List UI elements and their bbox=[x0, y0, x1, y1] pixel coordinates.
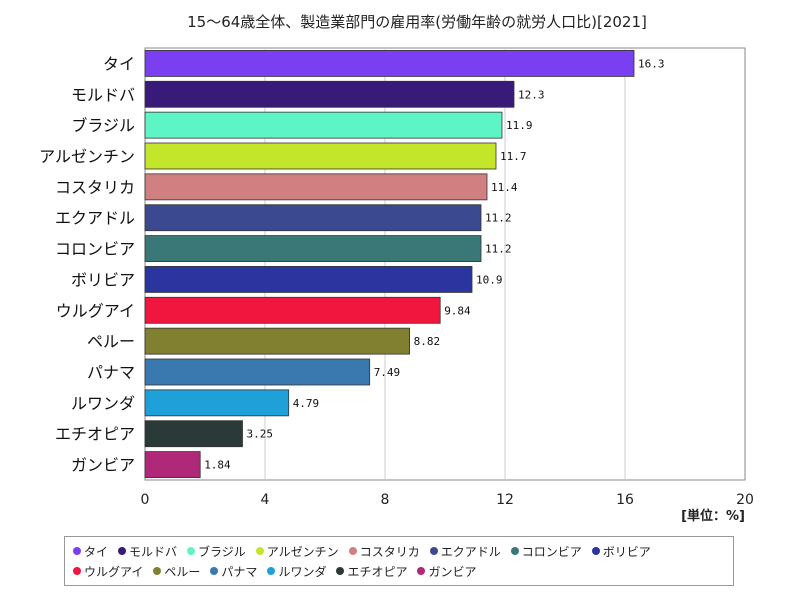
legend-item: アルゼンチン bbox=[255, 541, 339, 561]
legend-swatch bbox=[73, 567, 81, 575]
value-label: 16.3 bbox=[638, 57, 665, 70]
legend-item: ルワンダ bbox=[267, 561, 326, 581]
category-label: コスタリカ bbox=[55, 178, 135, 197]
legend-item: コスタリカ bbox=[348, 541, 420, 561]
legend-item: ブラジル bbox=[187, 541, 246, 561]
legend-swatch bbox=[336, 567, 345, 575]
category-label: ボリビア bbox=[71, 270, 135, 289]
legend-label: ウルグアイ bbox=[84, 564, 144, 579]
value-label: 3.25 bbox=[247, 428, 274, 441]
category-label: コロンビア bbox=[55, 240, 135, 259]
category-label: パナマ bbox=[87, 363, 135, 382]
legend-item: モルドバ bbox=[118, 541, 177, 561]
legend-label: エチオピア bbox=[347, 564, 408, 579]
legend-label: パナマ bbox=[221, 564, 258, 579]
legend: タイ モルドバ ブラジル アルゼンチン コスタリカ エクアドル コロンビア ボリビアウルグアイ… bbox=[64, 536, 734, 586]
legend-label: ペルー bbox=[164, 564, 201, 579]
legend-swatch bbox=[417, 567, 426, 575]
legend-label: コスタリカ bbox=[359, 544, 420, 559]
bar bbox=[144, 451, 201, 478]
legend-swatch bbox=[210, 567, 219, 575]
bar bbox=[144, 142, 497, 170]
bar bbox=[144, 296, 441, 324]
legend-swatch bbox=[118, 547, 127, 555]
legend-item: ボリビア bbox=[591, 541, 651, 561]
x-tick-label: 0 bbox=[141, 492, 150, 508]
chart-title: 15～64歳全体、製造業部門の雇用率(労働年齢の就労人口比)[2021] bbox=[187, 13, 647, 31]
legend-label: タイ bbox=[84, 544, 109, 559]
legend-label: ガンビア bbox=[428, 564, 477, 579]
bar bbox=[144, 420, 243, 448]
x-tick-label: 12 bbox=[496, 492, 514, 508]
bar bbox=[144, 111, 503, 139]
value-label: 12.3 bbox=[518, 88, 545, 101]
legend-item: エクアドル bbox=[429, 541, 501, 561]
value-label: 4.79 bbox=[293, 397, 320, 410]
legend-item: タイ bbox=[73, 541, 108, 561]
x-tick-label: 16 bbox=[616, 492, 634, 508]
bar bbox=[144, 266, 473, 293]
legend-swatch bbox=[429, 547, 438, 555]
legend-item: コロンビア bbox=[510, 541, 582, 561]
category-label: ブラジル bbox=[71, 116, 135, 135]
x-tick-label: 8 bbox=[381, 492, 390, 508]
value-label: 11.2 bbox=[485, 243, 512, 256]
unit-label: [単位：%] bbox=[681, 508, 745, 524]
legend-swatch bbox=[187, 547, 196, 555]
value-label: 9.84 bbox=[444, 304, 471, 317]
category-label: エチオピア bbox=[55, 425, 135, 444]
plot-area: 0 4 8 12 16 20 タイ 16.3 モルドバ 12.3 ブラジル 11.9 アルゼンチン 11.… bbox=[39, 47, 754, 508]
legend-item: エチオピア bbox=[336, 561, 407, 581]
category-label: ルワンダ bbox=[71, 394, 135, 413]
legend-item: ガンビア bbox=[417, 561, 476, 581]
legend-swatch bbox=[153, 567, 162, 575]
value-label: 8.82 bbox=[414, 335, 441, 348]
legend-label: コロンビア bbox=[521, 544, 582, 559]
value-label: 11.7 bbox=[500, 150, 527, 163]
value-label: 7.49 bbox=[374, 366, 401, 379]
bar bbox=[144, 235, 482, 262]
legend-item: ウルグアイ bbox=[73, 561, 143, 581]
bar bbox=[144, 327, 411, 355]
legend-label: ブラジル bbox=[198, 544, 246, 559]
legend-item: ペルー bbox=[153, 561, 200, 581]
legend-swatch bbox=[267, 567, 276, 575]
bar bbox=[144, 80, 515, 108]
category-label: タイ bbox=[103, 54, 135, 73]
category-label: モルドバ bbox=[71, 85, 135, 104]
legend-swatch bbox=[348, 547, 357, 555]
category-label: ペルー bbox=[87, 332, 135, 351]
value-label: 11.2 bbox=[485, 212, 512, 225]
legend-label: モルドバ bbox=[129, 544, 178, 559]
value-label: 11.9 bbox=[506, 119, 533, 132]
value-label: 11.4 bbox=[491, 181, 518, 194]
bar bbox=[144, 358, 371, 386]
bar bbox=[144, 389, 290, 417]
bar bbox=[144, 204, 482, 232]
legend-swatch bbox=[255, 547, 264, 555]
legend-item: パナマ bbox=[210, 561, 257, 581]
value-label: 1.84 bbox=[204, 459, 231, 472]
legend-swatch bbox=[591, 547, 600, 555]
bar bbox=[144, 50, 635, 77]
value-label: 10.9 bbox=[476, 273, 503, 286]
category-label: アルゼンチン bbox=[39, 147, 135, 166]
x-tick-label: 20 bbox=[736, 492, 754, 508]
category-label: エクアドル bbox=[55, 209, 135, 228]
category-label: ガンビア bbox=[71, 456, 135, 475]
category-label: ウルグアイ bbox=[56, 301, 135, 320]
legend-label: エクアドル bbox=[440, 544, 501, 559]
legend-swatch bbox=[73, 547, 81, 555]
legend-label: ルワンダ bbox=[278, 564, 327, 579]
legend-label: アルゼンチン bbox=[266, 544, 339, 559]
legend-label: ボリビア bbox=[602, 544, 651, 559]
legend-swatch bbox=[510, 547, 519, 555]
bar bbox=[144, 173, 488, 201]
x-tick-label: 4 bbox=[261, 492, 270, 508]
